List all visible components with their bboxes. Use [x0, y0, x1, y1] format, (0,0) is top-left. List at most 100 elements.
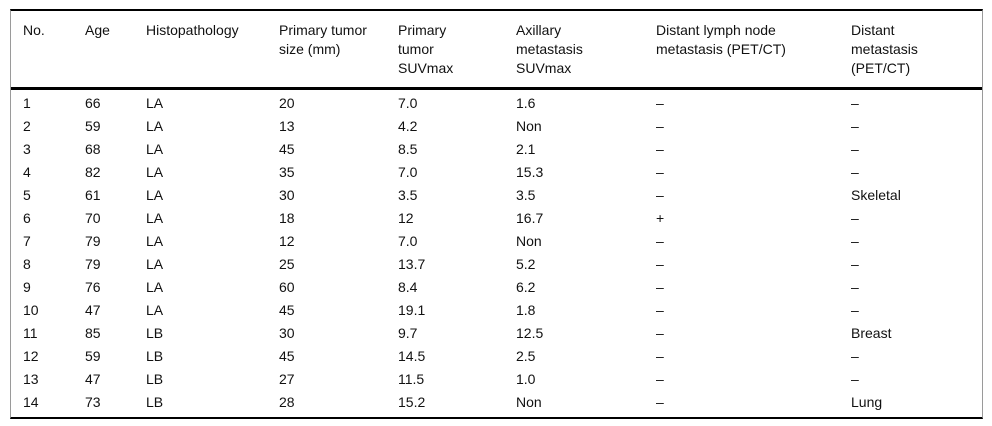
- table-cell: –: [656, 256, 664, 272]
- table-cell: 4: [23, 164, 31, 180]
- table-cell: 12.5: [516, 325, 544, 341]
- table-cell: –: [656, 394, 664, 410]
- table-cell: 59: [85, 118, 101, 134]
- col-header-age: Age: [85, 11, 146, 90]
- table-row: 6 70 LA 18 12 16.7 + –: [11, 207, 982, 230]
- table-cell: 12: [398, 210, 414, 226]
- table-cell: –: [656, 141, 664, 157]
- col-header-distant-metastasis: Distant metastasis (PET/CT): [851, 11, 982, 90]
- table-cell: 85: [85, 325, 101, 341]
- table-cell: Non: [516, 394, 542, 410]
- table-cell: –: [656, 187, 664, 203]
- table-cell: LA: [146, 302, 164, 318]
- table-cell: 12: [23, 348, 39, 364]
- col-header-histopathology: Histopathology: [146, 11, 279, 90]
- table-cell: 7.0: [398, 95, 418, 111]
- table-cell: LA: [146, 233, 164, 249]
- table-cell: 12: [279, 233, 295, 249]
- table-cell: 79: [85, 233, 101, 249]
- table-cell: 14.5: [398, 348, 426, 364]
- table-cell: –: [656, 95, 664, 111]
- table-cell: 1.6: [516, 95, 536, 111]
- table-row: 8 79 LA 25 13.7 5.2 – –: [11, 253, 982, 276]
- table-cell: 13.7: [398, 256, 426, 272]
- table-cell: 8: [23, 256, 31, 272]
- table-header: No. Age Histopathology Primary tumor siz…: [11, 11, 982, 90]
- table-cell: Non: [516, 233, 542, 249]
- table-cell: 3: [23, 141, 31, 157]
- table-cell: 8.5: [398, 141, 418, 157]
- table-cell: LA: [146, 256, 164, 272]
- table-row: 14 73 LB 28 15.2 Non – Lung: [11, 391, 982, 417]
- table-cell: LA: [146, 118, 164, 134]
- table-row: 4 82 LA 35 7.0 15.3 – –: [11, 161, 982, 184]
- table-cell: 15.3: [516, 164, 544, 180]
- table-cell: 45: [279, 302, 295, 318]
- table-row: 2 59 LA 13 4.2 Non – –: [11, 115, 982, 138]
- table-cell: LA: [146, 164, 164, 180]
- table-cell: LA: [146, 187, 164, 203]
- table-cell: 3.5: [398, 187, 418, 203]
- patient-data-table: No. Age Histopathology Primary tumor siz…: [11, 11, 982, 417]
- table-cell: 70: [85, 210, 101, 226]
- table-row: 13 47 LB 27 11.5 1.0 – –: [11, 368, 982, 391]
- table-cell: 68: [85, 141, 101, 157]
- table-cell: 13: [279, 118, 295, 134]
- table-cell: LA: [146, 210, 164, 226]
- table-cell: –: [851, 210, 859, 226]
- table-cell: 9: [23, 279, 31, 295]
- col-header-no: No.: [11, 11, 85, 90]
- table-cell: 35: [279, 164, 295, 180]
- table-cell: 28: [279, 394, 295, 410]
- table-cell: –: [656, 233, 664, 249]
- table-row: 5 61 LA 30 3.5 3.5 – Skeletal: [11, 184, 982, 207]
- table-cell: 61: [85, 187, 101, 203]
- table-cell: 7: [23, 233, 31, 249]
- table-row: 10 47 LA 45 19.1 1.8 – –: [11, 299, 982, 322]
- table-cell: –: [851, 279, 859, 295]
- table-header-row: No. Age Histopathology Primary tumor siz…: [11, 11, 982, 90]
- table-row: 3 68 LA 45 8.5 2.1 – –: [11, 138, 982, 161]
- table-cell: 13: [23, 371, 39, 387]
- table-cell: 47: [85, 371, 101, 387]
- table-cell: 3.5: [516, 187, 536, 203]
- table-cell: –: [656, 325, 664, 341]
- table-cell: 30: [279, 187, 295, 203]
- table-cell: 7.0: [398, 164, 418, 180]
- table-cell: 66: [85, 95, 101, 111]
- table-cell: –: [656, 348, 664, 364]
- table-cell: LB: [146, 394, 164, 410]
- table-cell: –: [851, 302, 859, 318]
- table-cell: –: [851, 118, 859, 134]
- table-cell: 1.0: [516, 371, 536, 387]
- table-row: 9 76 LA 60 8.4 6.2 – –: [11, 276, 982, 299]
- table-cell: 45: [279, 141, 295, 157]
- table-cell: 25: [279, 256, 295, 272]
- table-cell: 1: [23, 95, 31, 111]
- table-cell: 11: [23, 325, 38, 341]
- table-row: 12 59 LB 45 14.5 2.5 – –: [11, 345, 982, 368]
- table-cell: Breast: [851, 325, 892, 341]
- table-cell: LA: [146, 279, 164, 295]
- table-cell: 14: [23, 394, 39, 410]
- table-cell: Lung: [851, 394, 883, 410]
- table-cell: LA: [146, 141, 164, 157]
- table-cell: +: [656, 210, 665, 226]
- table-cell: –: [656, 371, 664, 387]
- table-cell: 8.4: [398, 279, 418, 295]
- table-frame: No. Age Histopathology Primary tumor siz…: [10, 9, 983, 419]
- table-cell: Non: [516, 118, 542, 134]
- table-cell: –: [656, 118, 664, 134]
- col-header-distant-lymph-node: Distant lymph node metastasis (PET/CT): [656, 11, 851, 90]
- table-cell: 20: [279, 95, 295, 111]
- table-cell: –: [851, 164, 859, 180]
- table-body: 1 66 LA 20 7.0 1.6– –2 59 LA 13 4.2 Non – –3 68 LA 45 8.5…: [11, 89, 982, 418]
- table-cell: –: [851, 95, 859, 111]
- table-cell: 10: [23, 302, 39, 318]
- table-cell: 30: [279, 325, 295, 341]
- table-cell: 79: [85, 256, 101, 272]
- table-cell: Skeletal: [851, 187, 901, 203]
- col-header-primary-tumor-size: Primary tumor size (mm): [279, 11, 398, 90]
- table-cell: 16.7: [516, 210, 544, 226]
